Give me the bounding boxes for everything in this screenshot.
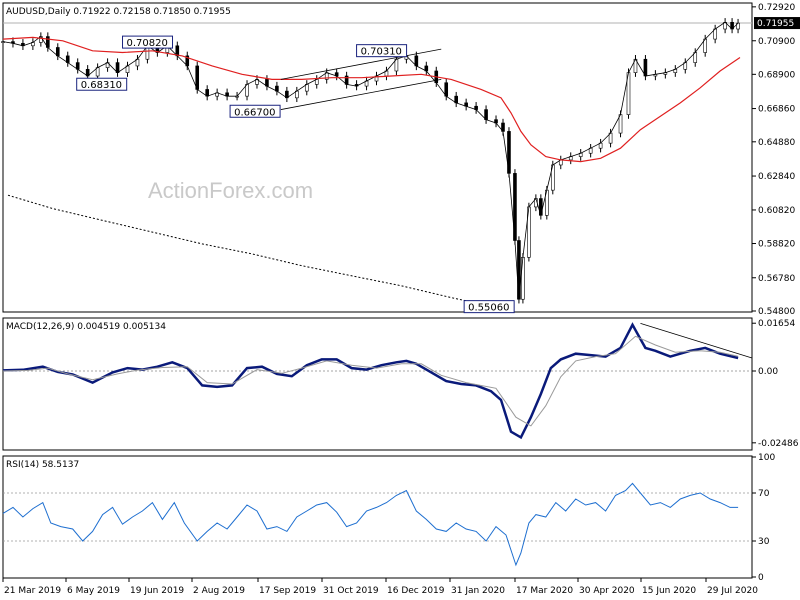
rsi-line xyxy=(2,482,739,567)
x-tick-label: 17 Sep 2019 xyxy=(259,586,316,596)
candle-body xyxy=(195,65,200,90)
x-tick-label: 29 Jul 2020 xyxy=(707,586,758,596)
macd-trend-line xyxy=(640,322,753,359)
y-tick-label: 0.62840 xyxy=(758,172,795,182)
rsi-y-axis: 100 70 30 0 xyxy=(752,453,775,583)
ma200-line xyxy=(7,194,514,308)
annotation-box xyxy=(76,77,128,91)
y-tick-label: 0.58820 xyxy=(758,240,795,250)
y-tick-label: 0.68900 xyxy=(758,70,795,80)
price-annotation: 0.68310 xyxy=(76,77,128,91)
price-annotation: 0.70310 xyxy=(356,44,408,58)
y-tick-label: -0.02486 xyxy=(758,439,799,449)
x-tick-label: 31 Jan 2020 xyxy=(451,586,505,596)
price-annotation: 0.66700 xyxy=(229,104,281,118)
price-y-axis: 0.72920 0.70900 0.68900 0.66860 0.64880 0.628… xyxy=(752,3,800,317)
rsi-panel-header: RSI(14) 58.5137 xyxy=(6,460,79,470)
macd-panel-header: MACD(12,26,9) 0.004519 0.005134 xyxy=(6,322,166,332)
signal-line xyxy=(2,335,739,427)
price-annotation: 0.55060 xyxy=(463,300,515,314)
current-price-label: 0.71955 xyxy=(757,19,794,29)
current-price-badge xyxy=(754,17,800,30)
y-tick-label: 0.54800 xyxy=(758,307,795,317)
x-tick-label: 16 Dec 2019 xyxy=(387,586,445,596)
y-tick-label: 0 xyxy=(758,573,764,583)
macd-line xyxy=(2,322,739,440)
channel-line xyxy=(280,48,442,80)
y-tick-label: 70 xyxy=(758,489,770,499)
y-tick-label: 100 xyxy=(758,453,775,463)
y-tick-label: 30 xyxy=(758,537,770,547)
macd-plot xyxy=(2,322,753,440)
price-annotation: 0.70820 xyxy=(122,35,174,49)
x-tick-label: 15 Jun 2020 xyxy=(642,586,696,596)
annotation-label: 0.55060 xyxy=(468,303,509,314)
x-tick-label: 17 Mar 2020 xyxy=(516,586,573,596)
y-tick-label: 0.00 xyxy=(758,367,778,377)
rsi-panel-frame xyxy=(2,455,753,579)
price-plot: 0.70820 0.68310 0.66700 0.70310 0.55060 xyxy=(1,18,752,314)
price-panel-header: AUDUSD,Daily 0.71922 0.72158 0.71850 0.7… xyxy=(6,7,231,17)
y-tick-label: 0.56780 xyxy=(758,274,795,284)
annotation-box xyxy=(122,35,174,49)
channel-line xyxy=(280,78,442,110)
rsi-plot xyxy=(2,482,752,567)
x-axis: 21 Mar 2019 6 May 2019 19 Jun 2019 2 Aug 20… xyxy=(2,578,758,596)
annotation-box xyxy=(356,44,408,58)
annotation-box xyxy=(229,104,281,118)
annotation-label: 0.70820 xyxy=(127,38,168,49)
x-tick-label: 30 Apr 2020 xyxy=(579,586,635,596)
x-tick-label: 21 Mar 2019 xyxy=(4,586,61,596)
annotation-label: 0.70310 xyxy=(361,47,402,58)
annotation-box xyxy=(463,300,515,314)
x-tick-label: 31 Oct 2019 xyxy=(323,586,379,596)
y-tick-label: 0.64880 xyxy=(758,138,795,148)
y-tick-label: 0.72920 xyxy=(758,3,795,13)
price-line xyxy=(2,21,739,300)
macd-y-axis: 0.01654 0.00 -0.02486 xyxy=(752,319,799,449)
y-tick-label: 0.01654 xyxy=(758,319,795,329)
candle-body xyxy=(521,256,525,300)
watermark: ActionForex.com xyxy=(148,178,313,203)
candle-body xyxy=(618,114,623,134)
y-tick-label: 0.70900 xyxy=(758,37,795,47)
x-tick-label: 2 Aug 2019 xyxy=(193,586,245,596)
annotation-label: 0.66700 xyxy=(234,107,275,118)
macd-panel-frame xyxy=(2,317,753,451)
ma50-line xyxy=(2,36,741,163)
y-tick-label: 0.60820 xyxy=(758,206,795,216)
annotation-label: 0.68310 xyxy=(81,80,122,91)
x-tick-label: 19 Jun 2019 xyxy=(130,586,184,596)
x-tick-label: 6 May 2019 xyxy=(67,586,120,596)
y-tick-label: 0.66860 xyxy=(758,105,795,115)
